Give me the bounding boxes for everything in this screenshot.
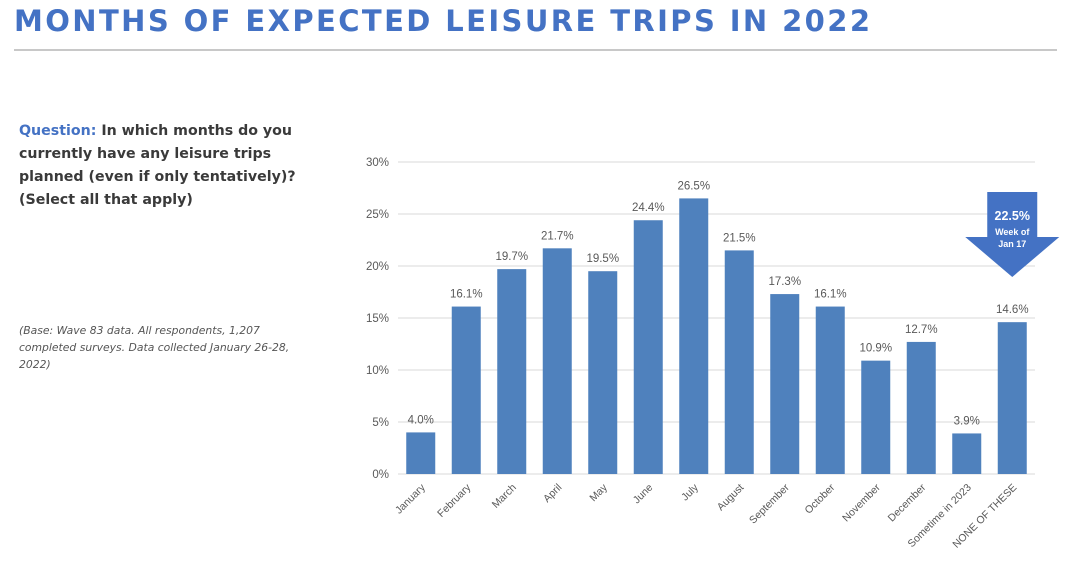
data-label: 12.7%	[905, 324, 938, 336]
gridlines	[398, 161, 1035, 475]
x-tick-label: July	[679, 481, 701, 503]
y-tick-label: 5%	[372, 417, 389, 429]
bar	[542, 248, 572, 474]
y-tick-label: 25%	[366, 209, 389, 221]
x-tick-label: October	[802, 481, 837, 516]
data-label: 16.1%	[450, 289, 483, 301]
data-label: 24.4%	[632, 202, 665, 214]
x-tick-label: December	[886, 481, 929, 524]
bars	[406, 198, 1027, 474]
data-label: 4.0%	[408, 414, 434, 426]
data-label: 19.7%	[495, 251, 528, 263]
x-tick-label: August	[715, 482, 747, 514]
x-tick-label: January	[393, 481, 428, 516]
y-tick-label: 0%	[372, 469, 389, 481]
down-arrow-icon	[965, 192, 1060, 277]
x-tick-label: February	[435, 481, 474, 520]
page-title: MONTHS OF EXPECTED LEISURE TRIPS IN 2022	[14, 4, 873, 38]
data-label: 16.1%	[814, 289, 847, 301]
data-label: 19.5%	[586, 253, 619, 265]
question-text: Question: In which months do you current…	[19, 120, 339, 212]
y-tick-label: 15%	[366, 313, 389, 325]
bar	[861, 360, 891, 474]
question-label: Question:	[19, 123, 97, 139]
y-tick-label: 10%	[366, 365, 389, 377]
y-tick-label: 20%	[366, 261, 389, 273]
bar	[451, 306, 481, 474]
x-tick-label: April	[541, 482, 564, 505]
bar	[952, 433, 982, 474]
data-label: 17.3%	[768, 276, 801, 288]
bar	[497, 269, 527, 474]
bar	[679, 198, 709, 474]
callout-week-label: Week of	[995, 227, 1030, 237]
bar	[633, 220, 663, 474]
data-label: 21.7%	[541, 230, 574, 242]
bar	[406, 432, 436, 474]
bar	[724, 250, 754, 474]
data-label: 26.5%	[677, 180, 710, 192]
y-tick-label: 30%	[366, 157, 389, 169]
bar	[997, 322, 1027, 474]
data-label: 14.6%	[996, 304, 1029, 316]
question-body: In which months do you currently have an…	[19, 123, 296, 208]
x-tick-label: May	[587, 481, 610, 504]
x-tick-label: September	[747, 481, 792, 526]
data-label: 3.9%	[954, 415, 980, 427]
callout-value: 22.5%	[995, 209, 1030, 223]
x-tick-label: March	[490, 482, 519, 511]
title-divider	[14, 49, 1057, 51]
data-label: 10.9%	[859, 343, 892, 355]
bar	[588, 271, 618, 474]
x-tick-label: June	[631, 482, 656, 507]
callout: 22.5% Week of Jan 17	[965, 192, 1060, 277]
x-tick-label: November	[840, 481, 883, 524]
data-label: 21.5%	[723, 232, 756, 244]
data-labels: 4.0% 16.1% 19.7% 21.7% 19.5% 24.4% 26.5% 21.5% 1…	[408, 180, 1029, 427]
base-note: (Base: Wave 83 data. All respondents, 1,…	[19, 324, 290, 371]
bar	[770, 294, 800, 474]
callout-date-label: Jan 17	[998, 239, 1026, 249]
y-axis-ticks: 0% 5% 10% 15% 20% 25% 30%	[366, 157, 389, 481]
bar	[815, 306, 845, 474]
bar	[906, 341, 936, 474]
x-axis-ticks: January February March April May June July Augu…	[393, 481, 1019, 551]
